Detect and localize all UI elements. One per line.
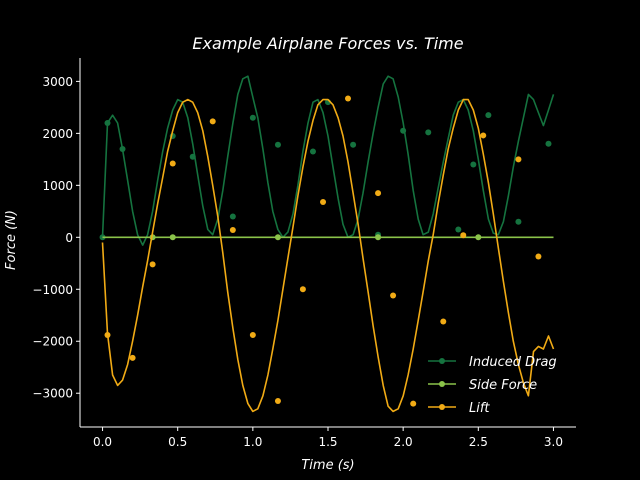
x-tick-label: 2.0 [394, 435, 413, 449]
data-point-induced-drag [119, 145, 126, 152]
data-point-induced-drag [350, 141, 357, 148]
y-tick-label: −1000 [32, 283, 73, 297]
legend-item-lift: Lift [428, 401, 490, 416]
data-point-side-force [375, 234, 382, 241]
data-point-lift [104, 332, 111, 339]
data-point-induced-drag [515, 218, 522, 225]
y-tick-label: 3000 [42, 75, 73, 89]
x-tick-label: 1.0 [243, 435, 262, 449]
data-point-induced-drag [485, 112, 492, 119]
data-point-lift [535, 253, 542, 260]
legend-item-side-force: Side Force [428, 378, 537, 393]
series-line-lift [101, 98, 555, 413]
data-point-lift [274, 398, 281, 405]
data-point-lift [344, 95, 351, 102]
data-point-lift [129, 354, 136, 361]
y-tick-label: −2000 [32, 335, 73, 349]
data-point-induced-drag [189, 153, 196, 160]
x-tick-label: 1.5 [318, 435, 337, 449]
legend-swatch-marker [439, 404, 445, 410]
series-lift [101, 95, 555, 413]
plot-area [99, 75, 555, 413]
data-point-induced-drag [229, 213, 236, 220]
x-axis-label: Time (s) [301, 458, 354, 473]
x-tick-label: 0.5 [168, 435, 187, 449]
data-point-lift [169, 160, 176, 167]
data-point-lift [480, 132, 487, 139]
data-point-induced-drag [274, 141, 281, 148]
y-tick-label: −3000 [32, 387, 73, 401]
series-side-force [102, 234, 554, 241]
data-point-induced-drag [455, 226, 462, 233]
y-tick-label: 0 [65, 231, 73, 245]
data-point-induced-drag [545, 140, 552, 147]
data-point-lift [410, 400, 417, 407]
data-point-side-force [169, 234, 176, 241]
data-point-lift [249, 332, 256, 339]
data-point-lift [299, 286, 306, 293]
y-tick-label: 1000 [42, 179, 73, 193]
y-tick-label: 2000 [42, 127, 73, 141]
data-point-lift [460, 232, 467, 239]
x-tick-label: 0.0 [93, 435, 112, 449]
legend-label: Induced Drag [469, 355, 557, 370]
series-line-induced-drag [101, 75, 555, 246]
y-axis-ticks: −3000 −2000 −1000 0 1000 2000 3000 [32, 75, 80, 401]
data-point-lift [375, 190, 382, 197]
data-point-side-force [475, 234, 482, 241]
legend-item-induced-drag: Induced Drag [428, 355, 557, 370]
data-point-induced-drag [400, 127, 407, 134]
y-axis-label: Force (N) [4, 210, 19, 270]
data-point-side-force [274, 234, 281, 241]
data-point-lift [440, 318, 447, 325]
legend-label: Lift [469, 401, 490, 416]
x-tick-label: 3.0 [544, 435, 563, 449]
legend-label: Side Force [469, 378, 537, 393]
data-point-lift [515, 156, 522, 163]
series-induced-drag [99, 75, 555, 246]
data-point-induced-drag [249, 114, 256, 121]
x-tick-label: 2.5 [469, 435, 488, 449]
data-point-lift [320, 198, 327, 205]
legend-swatch-marker [439, 381, 445, 387]
data-point-lift [229, 227, 236, 234]
x-axis-ticks: 0.0 0.5 1.0 1.5 2.0 2.5 3.0 [93, 427, 563, 449]
chart-title: Example Airplane Forces vs. Time [192, 34, 463, 53]
data-point-induced-drag [309, 148, 316, 155]
legend: Induced Drag Side Force Lift [428, 355, 557, 416]
data-point-lift [209, 118, 216, 125]
data-point-induced-drag [470, 161, 477, 168]
data-point-induced-drag [425, 129, 432, 136]
data-point-induced-drag [104, 119, 111, 126]
data-point-lift [149, 261, 156, 268]
data-point-lift [390, 292, 397, 299]
legend-swatch-marker [439, 358, 445, 364]
